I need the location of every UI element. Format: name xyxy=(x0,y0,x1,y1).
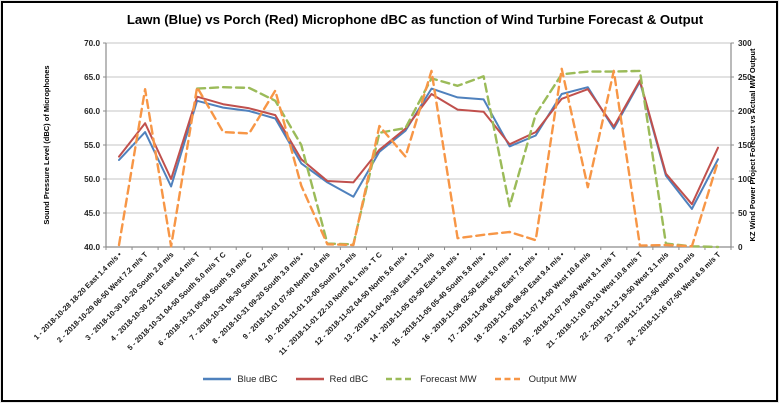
gridlines xyxy=(106,42,731,214)
left-tick-label: 65.0 xyxy=(84,73,100,82)
legend-label: Red dBC xyxy=(329,373,369,385)
chart-canvas: Lawn (Blue) vs Porch (Red) Microphone dB… xyxy=(32,12,757,357)
legend-swatch-dashed-line-icon xyxy=(494,377,523,381)
legend-label: Blue dBC xyxy=(237,373,278,385)
right-tick-label: 100 xyxy=(738,175,752,184)
left-tick-label: 55.0 xyxy=(84,141,100,150)
x-category-label: 24 - 2018-11-16 07-50 West 6.9 m/s T xyxy=(625,250,722,347)
left-axis-title: Sound Pressure Level (dBC) of Microphone… xyxy=(42,65,51,224)
x-category-label: 15 - 2018-11-05 05-40 South 5.8 m/s • xyxy=(390,250,488,348)
legend-item-blue-dbc: Blue dBC xyxy=(202,373,278,385)
right-tick-label: 0 xyxy=(738,243,743,252)
series-output-mw xyxy=(117,67,720,248)
right-tick-label: 50 xyxy=(738,209,748,218)
series-forecast-mw xyxy=(195,69,720,249)
legend-item-output-mw: Output MW xyxy=(494,374,577,385)
right-tick-label: 200 xyxy=(738,107,752,116)
x-category-label: 20 - 2018-11-07 19-50 West 8.1 m/s T xyxy=(521,250,618,347)
legend-swatch-line-icon xyxy=(295,377,324,381)
legend-swatch-line-icon xyxy=(203,377,232,381)
x-category-label: 21 - 2018-11-10 03-10 West 10.8 m/s T xyxy=(544,250,644,350)
chart-title: Lawn (Blue) vs Porch (Red) Microphone dB… xyxy=(127,12,704,27)
chart-legend: Blue dBC Red dBC Forecast MW Output MW xyxy=(3,371,776,387)
axis-tick-labels: 40.0 45.0 50.0 55.0 60.0 65.0 70.0 0 50 100 150 200… xyxy=(32,39,752,357)
legend-item-red-dbc: Red dBC xyxy=(295,373,369,385)
legend-label: Output MW xyxy=(528,373,577,385)
left-tick-label: 60.0 xyxy=(84,107,100,116)
legend-label: Forecast MW xyxy=(420,373,477,385)
left-tick-label: 50.0 xyxy=(84,175,100,184)
left-tick-label: 45.0 xyxy=(84,209,100,218)
series-lines xyxy=(117,67,720,249)
right-tick-label: 250 xyxy=(738,73,752,82)
right-tick-label: 150 xyxy=(738,141,752,150)
x-category-label: 12 - 2018-11-02 04-50 North 5.6 m/s • xyxy=(313,250,411,348)
x-category-label: 6 - 2018-10-31 05-00 South 5.0 m/s C xyxy=(156,250,254,348)
series-red-dbc xyxy=(118,79,719,206)
right-tick-label: 300 xyxy=(738,39,752,48)
right-axis-title: KZ Wind Power Project Forecast vs Actual… xyxy=(748,48,757,242)
legend-swatch-dashed-line-icon xyxy=(386,377,415,381)
axes xyxy=(103,42,734,250)
left-tick-label: 70.0 xyxy=(84,39,100,48)
left-tick-label: 40.0 xyxy=(84,243,100,252)
legend-item-forecast-mw: Forecast MW xyxy=(385,373,477,385)
